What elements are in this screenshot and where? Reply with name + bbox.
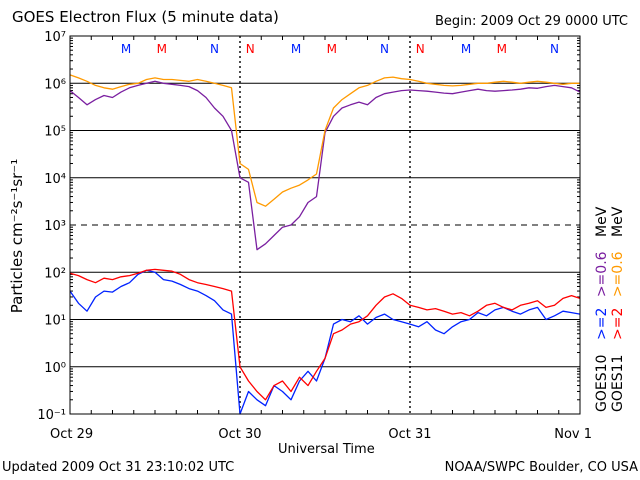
begin-time: Begin: 2009 Oct 29 0000 UTC bbox=[434, 14, 628, 29]
y-tick-label: 10⁴ bbox=[44, 172, 66, 187]
svg-text:>=2 >=0.6 MeV: >=2 >=0.6 MeV bbox=[594, 206, 610, 340]
y-axis-label: Particles cm⁻²s⁻¹sr⁻¹ bbox=[8, 159, 26, 313]
marker-m: M bbox=[461, 42, 471, 56]
x-axis-title: Universal Time bbox=[278, 442, 375, 457]
marker-m: M bbox=[157, 42, 167, 56]
legend-goes10: GOES10 bbox=[594, 355, 610, 412]
marker-n: N bbox=[210, 42, 219, 56]
x-tick-label: Oct 31 bbox=[388, 427, 431, 442]
y-tick-label: 10¹ bbox=[44, 314, 66, 329]
marker-n: N bbox=[550, 42, 559, 56]
y-tick-label: 10⁻¹ bbox=[37, 408, 66, 423]
legend-goes11: GOES11 bbox=[610, 355, 626, 412]
marker-m: M bbox=[497, 42, 507, 56]
series-line-goes10-2-mev bbox=[69, 269, 581, 415]
plot-frame bbox=[69, 35, 581, 415]
updated-timestamp: Updated 2009 Oct 31 23:10:02 UTC bbox=[2, 460, 235, 475]
series-line-goes11-0-6-mev bbox=[69, 74, 580, 207]
credit-text: NOAA/SWPC Boulder, CO USA bbox=[444, 460, 638, 475]
legend-goes11-mev: MeV bbox=[610, 206, 626, 237]
legend-goes10-label: GOES10 bbox=[594, 355, 610, 412]
x-tick-label: Oct 29 bbox=[50, 427, 93, 442]
series-line-goes11-2-mev bbox=[69, 268, 581, 401]
legend-goes10-ge06: >=0.6 bbox=[594, 251, 610, 297]
marker-m: M bbox=[327, 42, 337, 56]
marker-m: M bbox=[121, 42, 131, 56]
legend: GOES10 GOES11 >=2 >=0.6 MeV >=2 >=0.6 Me… bbox=[594, 206, 626, 412]
svg-text:>=2 >=0.6 MeV: >=2 >=0.6 MeV bbox=[610, 206, 626, 340]
legend-goes11-ge2: >=2 bbox=[610, 308, 626, 340]
legend-row-goes10: >=2 >=0.6 MeV bbox=[594, 206, 610, 340]
legend-row-goes11: >=2 >=0.6 MeV bbox=[610, 206, 626, 340]
y-axis-label-text: Particles cm⁻²s⁻¹sr⁻¹ bbox=[8, 159, 26, 313]
y-tick-label: 10³ bbox=[44, 219, 66, 234]
legend-goes11-ge06: >=0.6 bbox=[610, 251, 626, 297]
y-tick-label: 10⁷ bbox=[44, 30, 66, 45]
y-tick-label: 10² bbox=[44, 266, 66, 281]
marker-n: N bbox=[416, 42, 425, 56]
chart-title: GOES Electron Flux (5 minute data) bbox=[12, 8, 279, 26]
y-tick-label: 10⁰ bbox=[44, 361, 66, 376]
legend-goes10-mev: MeV bbox=[594, 206, 610, 237]
x-tick-label: Nov 1 bbox=[554, 427, 592, 442]
legend-goes10-ge2: >=2 bbox=[594, 308, 610, 340]
marker-n: N bbox=[380, 42, 389, 56]
y-tick-label: 10⁵ bbox=[44, 125, 66, 140]
marker-m: M bbox=[291, 42, 301, 56]
marker-n: N bbox=[246, 42, 255, 56]
x-tick-label: Oct 30 bbox=[218, 427, 261, 442]
y-tick-label: 10⁶ bbox=[44, 77, 66, 92]
legend-goes11-label: GOES11 bbox=[610, 355, 626, 412]
